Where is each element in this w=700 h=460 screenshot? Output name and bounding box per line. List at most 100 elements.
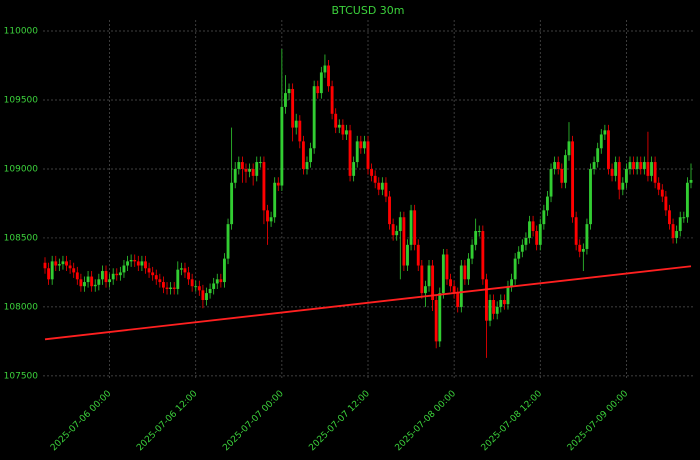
candle-body (528, 221, 531, 238)
candle-body (61, 261, 65, 265)
candle-body (506, 286, 510, 305)
candle-body (398, 217, 402, 232)
candle-body (212, 283, 216, 289)
candle-body (553, 162, 557, 169)
candle-body (384, 182, 388, 197)
candle-body (50, 261, 54, 280)
candle-body (176, 269, 180, 289)
candle-body (244, 168, 248, 172)
candle-body (219, 279, 223, 283)
candle-body (574, 217, 578, 245)
candle-body (327, 65, 330, 87)
candle-body (47, 268, 51, 280)
candle-body (660, 189, 664, 197)
candle-body (316, 86, 320, 94)
candle-body (581, 248, 585, 252)
candle-body (161, 282, 165, 288)
candle-body (495, 306, 499, 314)
candle-body (75, 272, 79, 280)
candle-body (671, 224, 675, 238)
candle-body (276, 182, 280, 186)
candle-body (596, 148, 600, 163)
candle-body (208, 288, 212, 294)
candle-body (201, 290, 205, 300)
candle-body (567, 141, 571, 156)
candle-body (291, 88, 295, 128)
candle-body (474, 231, 478, 245)
candle-body (513, 258, 517, 280)
candle-body (607, 130, 610, 169)
candle-body (409, 210, 413, 245)
candle-body (86, 276, 90, 283)
candle-body (111, 273, 115, 280)
candle-body (678, 217, 682, 232)
candle-body (68, 265, 72, 269)
candle-body (535, 231, 539, 245)
candle-body (452, 286, 456, 294)
candle-body (258, 162, 262, 164)
candle-body (549, 168, 553, 197)
candle-body (563, 155, 567, 183)
candle-body (413, 210, 417, 245)
candle-body (266, 210, 269, 222)
candle-body (467, 258, 470, 280)
candle-body (57, 264, 61, 266)
candle-body (578, 244, 582, 252)
candle-body (653, 162, 657, 183)
candle-body (90, 276, 94, 287)
candle-body (115, 273, 119, 276)
candle-body (427, 265, 431, 287)
candle-body (298, 120, 302, 142)
candle-body (323, 65, 327, 73)
candle-body (402, 217, 406, 266)
candle-body (614, 162, 618, 176)
candle-body (502, 300, 506, 305)
candle-body (294, 120, 298, 128)
candle-body (420, 265, 424, 294)
candle-body (129, 260, 133, 262)
candle-body (262, 162, 266, 211)
candle-body (682, 217, 686, 219)
candle-body (617, 162, 621, 190)
candle-body (542, 210, 546, 225)
x-tick-label: 2025-07-09 00:00 (566, 389, 631, 454)
candle-body (165, 287, 169, 289)
candle-body (255, 162, 259, 176)
candle-body (585, 224, 589, 249)
candle-body (470, 244, 474, 259)
candle-body (531, 221, 535, 232)
x-tick-label: 2025-07-08 12:00 (480, 389, 545, 454)
candle-body (664, 196, 668, 211)
candle-body (273, 182, 277, 218)
candle-body (126, 261, 129, 266)
candle-body (205, 293, 208, 300)
candle-body (337, 124, 341, 128)
candle-body (377, 182, 381, 190)
candle-body (226, 224, 230, 259)
candle-body (237, 162, 241, 169)
candle-body (197, 286, 201, 291)
x-tick-label: 2025-07-07 00:00 (221, 389, 286, 454)
candle-body (520, 244, 524, 252)
candle-body (359, 141, 363, 149)
candle-body (352, 162, 356, 176)
candle-body (603, 130, 607, 135)
candle-body (319, 72, 323, 94)
candle-body (445, 254, 449, 280)
candle-body (305, 162, 309, 169)
candle-body (118, 272, 122, 276)
chart-title: BTCUSD 30m (331, 4, 404, 17)
candle-body (481, 231, 485, 280)
y-tick-label: 108500 (4, 233, 39, 243)
candle-body (345, 130, 348, 135)
candle-body (269, 217, 273, 222)
candle-body (459, 265, 463, 307)
candle-body (416, 244, 420, 266)
candle-body (355, 141, 359, 163)
candle-body (388, 196, 391, 225)
candle-body (154, 275, 158, 280)
candle-body (79, 279, 83, 287)
y-tick-label: 110000 (4, 27, 39, 37)
candle-body (301, 141, 305, 169)
y-tick-label: 108000 (4, 302, 39, 312)
